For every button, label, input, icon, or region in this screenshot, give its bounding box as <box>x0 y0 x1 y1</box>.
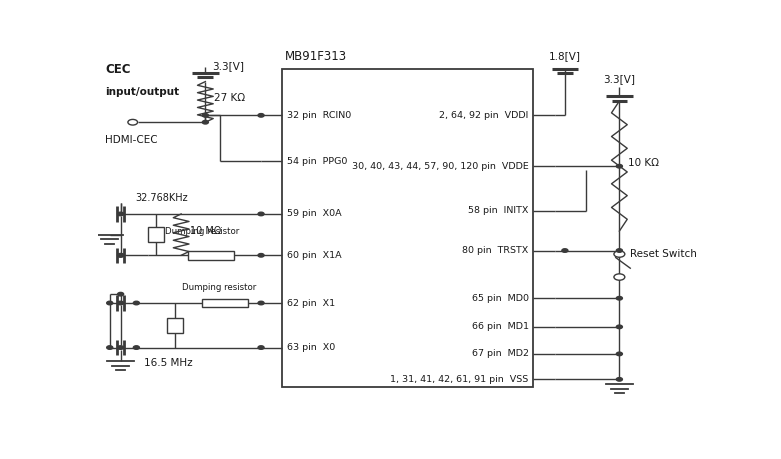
Text: 1.8[V]: 1.8[V] <box>549 51 581 61</box>
Text: input/output: input/output <box>105 87 179 97</box>
Text: 10 KΩ: 10 KΩ <box>629 157 659 168</box>
Text: 54 pin  PPG0: 54 pin PPG0 <box>287 157 348 166</box>
Text: HDMI-CEC: HDMI-CEC <box>105 135 158 145</box>
Bar <box>187 251 234 259</box>
Circle shape <box>616 249 622 252</box>
Circle shape <box>616 325 622 329</box>
Text: 65 pin  MD0: 65 pin MD0 <box>472 294 529 303</box>
Text: 67 pin  MD2: 67 pin MD2 <box>472 349 529 358</box>
Text: 1, 31, 41, 42, 61, 91 pin  VSS: 1, 31, 41, 42, 61, 91 pin VSS <box>390 375 529 384</box>
Text: Reset Switch: Reset Switch <box>630 249 697 259</box>
Circle shape <box>202 120 209 124</box>
Circle shape <box>107 346 112 349</box>
Text: Dumping resistor: Dumping resistor <box>181 283 256 292</box>
Bar <box>148 227 163 242</box>
Circle shape <box>258 346 264 349</box>
Circle shape <box>562 249 568 252</box>
Circle shape <box>614 251 625 257</box>
Text: 3.3[V]: 3.3[V] <box>212 61 244 71</box>
Circle shape <box>258 113 264 117</box>
Bar <box>201 299 248 307</box>
Circle shape <box>616 378 622 381</box>
Text: 2, 64, 92 pin  VDDI: 2, 64, 92 pin VDDI <box>439 111 529 120</box>
Bar <box>167 318 183 333</box>
Text: 30, 40, 43, 44, 57, 90, 120 pin  VDDE: 30, 40, 43, 44, 57, 90, 120 pin VDDE <box>351 162 529 171</box>
Circle shape <box>118 253 123 257</box>
Text: 27 KΩ: 27 KΩ <box>214 93 245 103</box>
Circle shape <box>128 119 137 125</box>
Text: 16.5 MHz: 16.5 MHz <box>144 358 192 369</box>
Text: 3.3[V]: 3.3[V] <box>604 74 636 84</box>
Text: CEC: CEC <box>105 63 130 77</box>
Text: 58 pin  INITX: 58 pin INITX <box>468 206 529 215</box>
Text: MB91F313: MB91F313 <box>285 50 348 63</box>
Circle shape <box>134 346 139 349</box>
Text: 60 pin  X1A: 60 pin X1A <box>287 251 342 260</box>
Text: 66 pin  MD1: 66 pin MD1 <box>472 322 529 331</box>
Circle shape <box>107 301 112 305</box>
Circle shape <box>258 253 264 257</box>
Circle shape <box>258 301 264 305</box>
Circle shape <box>614 274 625 280</box>
Text: 62 pin  X1: 62 pin X1 <box>287 298 335 308</box>
Circle shape <box>202 113 209 117</box>
Circle shape <box>118 292 123 296</box>
Circle shape <box>616 297 622 300</box>
Text: 10 MΩ: 10 MΩ <box>190 226 221 236</box>
Text: 32 pin  RCIN0: 32 pin RCIN0 <box>287 111 351 120</box>
Bar <box>282 69 533 387</box>
Circle shape <box>118 253 123 257</box>
Circle shape <box>118 301 123 305</box>
Text: 63 pin  X0: 63 pin X0 <box>287 343 335 352</box>
Circle shape <box>616 164 622 168</box>
Text: 59 pin  X0A: 59 pin X0A <box>287 209 342 218</box>
Text: Dumping resistor: Dumping resistor <box>166 227 240 235</box>
Circle shape <box>134 301 139 305</box>
Text: 80 pin  TRSTX: 80 pin TRSTX <box>462 246 529 255</box>
Circle shape <box>118 346 123 349</box>
Circle shape <box>258 212 264 216</box>
Text: 32.768KHz: 32.768KHz <box>136 193 188 203</box>
Circle shape <box>118 212 123 216</box>
Circle shape <box>616 352 622 356</box>
